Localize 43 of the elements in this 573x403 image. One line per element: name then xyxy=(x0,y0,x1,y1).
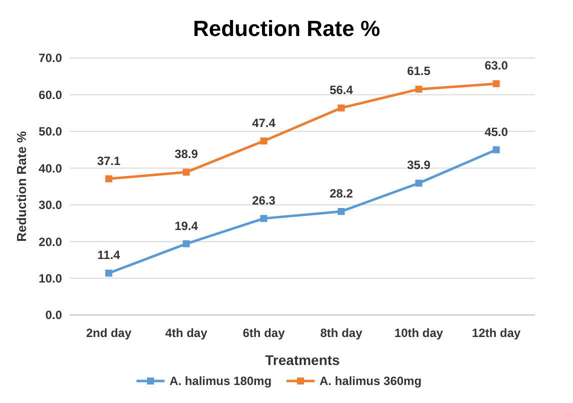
y-tick-label: 70.0 xyxy=(38,51,62,66)
point xyxy=(338,208,345,215)
y-tick-label: 0.0 xyxy=(45,308,62,322)
point xyxy=(338,104,345,112)
x-tick-label: 12th day xyxy=(472,326,521,340)
data-label: 26.3 xyxy=(252,193,276,208)
point xyxy=(492,80,500,88)
x-tick-label: 4th day xyxy=(165,326,208,340)
point xyxy=(105,270,112,277)
point xyxy=(260,214,268,222)
point xyxy=(182,240,190,248)
y-tick-label: 50.0 xyxy=(38,124,62,139)
point xyxy=(415,86,422,93)
data-label: 63.0 xyxy=(484,58,508,73)
point xyxy=(182,168,190,176)
data-label: 11.4 xyxy=(97,248,120,262)
legend-label: A. halimus 360mg xyxy=(320,374,422,388)
y-tick-label: 30.0 xyxy=(38,198,62,212)
data-label: 61.5 xyxy=(407,64,431,78)
y-axis-title: Reduction Rate % xyxy=(14,130,29,242)
data-label: 38.9 xyxy=(174,147,198,162)
y-tick-label: 40.0 xyxy=(38,161,62,176)
point xyxy=(260,137,268,144)
data-label: 35.9 xyxy=(407,158,431,172)
point xyxy=(492,146,500,154)
y-tick-label: 60.0 xyxy=(38,88,62,102)
point xyxy=(105,175,112,182)
x-tick-label: 10th day xyxy=(394,326,444,340)
data-label: 56.4 xyxy=(330,82,354,97)
data-label: 19.4 xyxy=(174,218,198,233)
x-axis-title: Treatments xyxy=(265,352,340,368)
y-tick-label: 10.0 xyxy=(38,271,62,286)
legend-label: A. halimus 180mg xyxy=(170,374,272,388)
x-tick-label: 8th day xyxy=(320,326,363,340)
x-tick-label: 2nd day xyxy=(86,326,132,340)
data-label: 28.2 xyxy=(330,186,354,200)
data-label: 47.4 xyxy=(252,116,276,130)
point xyxy=(415,180,422,187)
data-label: 37.1 xyxy=(97,154,121,168)
y-tick-label: 20.0 xyxy=(38,234,62,249)
x-tick-label: 6th day xyxy=(242,326,286,340)
data-label: 45.0 xyxy=(484,124,508,139)
chart-title: Reduction Rate % xyxy=(192,16,380,41)
